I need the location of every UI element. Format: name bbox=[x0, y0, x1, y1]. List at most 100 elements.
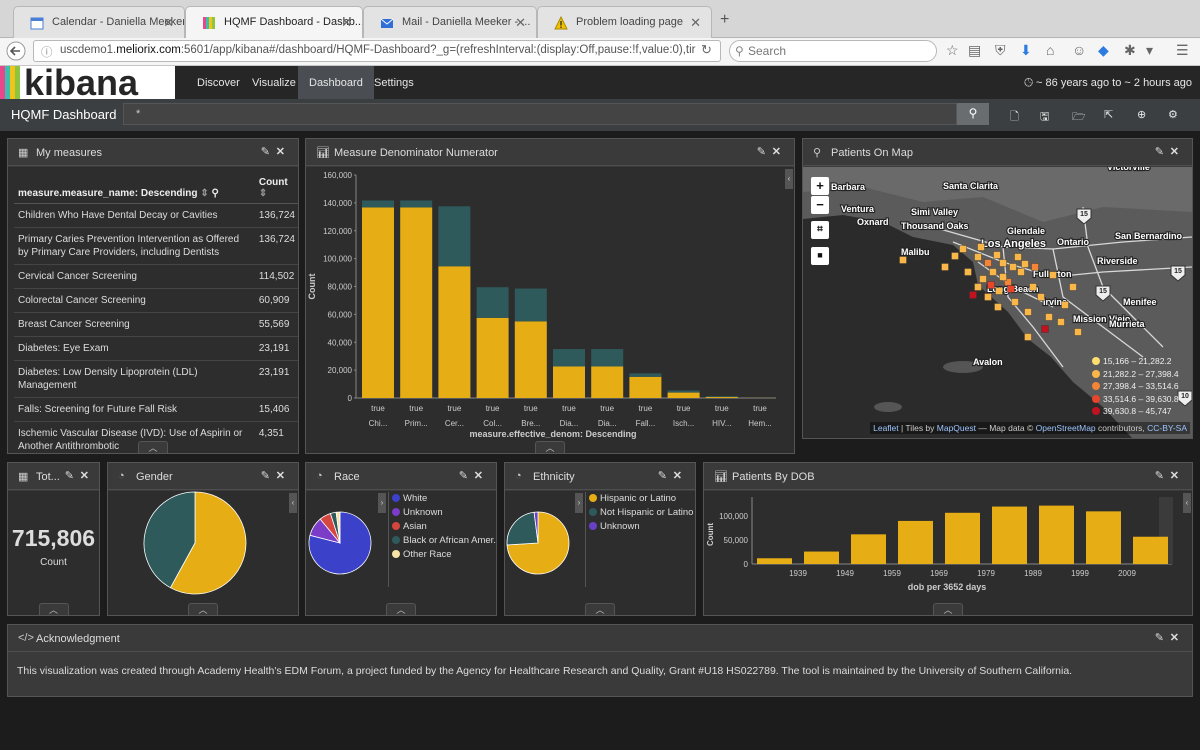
smiley-icon[interactable]: ☺ bbox=[1072, 42, 1087, 58]
search-input[interactable]: ⚲ Search bbox=[729, 40, 937, 62]
legend-toggle-icon[interactable]: ‹ bbox=[289, 493, 297, 513]
chevron-up-icon[interactable]: ︿ bbox=[933, 603, 963, 615]
legend-item[interactable]: 27,398.4 – 33,514.6 bbox=[1092, 380, 1179, 393]
license-link[interactable]: CC-BY-SA bbox=[1147, 423, 1187, 433]
table-row[interactable]: Diabetes: Low Density Lipoprotein (LDL) … bbox=[14, 360, 298, 398]
column-header-count[interactable]: Count ⇕ bbox=[254, 173, 298, 204]
legend-item[interactable]: Hispanic or Latino bbox=[589, 492, 693, 506]
legend-item[interactable]: Unknown bbox=[589, 520, 693, 534]
table-row[interactable]: Diabetes: Eye Exam 23,191 bbox=[14, 336, 298, 361]
chevron-down-icon[interactable]: ▾ bbox=[1146, 42, 1154, 58]
save-icon[interactable]: 🖫︎ bbox=[1040, 111, 1050, 123]
table-row[interactable]: Children Who Have Dental Decay or Caviti… bbox=[14, 203, 298, 228]
pencil-icon[interactable]: ✎ bbox=[756, 146, 766, 158]
legend-item[interactable]: Other Race bbox=[392, 548, 496, 562]
chevron-up-icon[interactable]: ︿ bbox=[188, 603, 218, 615]
tab-calendar[interactable]: Calendar - Daniella Meeker - ... ✕ bbox=[13, 6, 185, 38]
zoom-out-button[interactable]: − bbox=[811, 196, 829, 214]
legend-toggle-icon[interactable]: › bbox=[575, 493, 583, 513]
kibana-logo[interactable]: kibana bbox=[0, 66, 175, 99]
chevron-up-icon[interactable]: ︿ bbox=[386, 603, 416, 615]
zoom-in-button[interactable]: + bbox=[811, 177, 829, 195]
legend-toggle-icon[interactable]: ‹ bbox=[785, 169, 793, 189]
query-input[interactable]: * bbox=[123, 103, 957, 125]
nav-discover[interactable]: Discover bbox=[197, 77, 240, 89]
pencil-icon[interactable]: ✎ bbox=[260, 146, 270, 158]
table-row[interactable]: Primary Caries Prevention Intervention a… bbox=[14, 227, 298, 265]
table-row[interactable]: Colorectal Cancer Screening 60,909 bbox=[14, 288, 298, 313]
bookmark-star-icon[interactable]: ☆ bbox=[946, 42, 959, 58]
reload-icon[interactable]: ↻ bbox=[701, 42, 712, 57]
legend-toggle-icon[interactable]: ‹ bbox=[1183, 493, 1191, 513]
pocket-icon[interactable]: ◆ bbox=[1098, 42, 1109, 58]
table-row[interactable]: Falls: Screening for Future Fall Risk 15,… bbox=[14, 397, 298, 422]
osm-link[interactable]: OpenStreetMap bbox=[1035, 423, 1096, 433]
close-icon[interactable]: ✕ bbox=[1169, 470, 1179, 482]
gear-icon[interactable]: ⚙ bbox=[1168, 109, 1178, 121]
nav-dashboard[interactable]: Dashboard bbox=[298, 66, 374, 99]
legend-item[interactable]: Unknown bbox=[392, 506, 496, 520]
share-icon[interactable]: ⇱ bbox=[1104, 109, 1114, 121]
search-button[interactable]: ⚲ bbox=[957, 103, 989, 125]
legend-item[interactable]: 21,282.2 – 27,398.4 bbox=[1092, 368, 1179, 381]
mapquest-link[interactable]: MapQuest bbox=[936, 423, 976, 433]
leaflet-link[interactable]: Leaflet bbox=[873, 423, 899, 433]
menu-icon[interactable]: ☰ bbox=[1176, 42, 1189, 58]
crop-icon[interactable]: ⌗ bbox=[811, 221, 829, 239]
chevron-up-icon[interactable]: ︿ bbox=[535, 441, 565, 453]
pencil-icon[interactable]: ✎ bbox=[657, 470, 667, 482]
tab-problem-loading[interactable]: Problem loading page ✕ bbox=[537, 6, 712, 38]
download-icon[interactable]: ⬇ bbox=[1020, 42, 1032, 58]
search-icon[interactable]: ⚲ bbox=[211, 188, 219, 199]
sort-icon[interactable]: ⇕ bbox=[258, 188, 268, 199]
draw-rectangle-icon[interactable]: ■ bbox=[811, 247, 829, 265]
shield-icon[interactable]: ⛨ bbox=[995, 42, 1006, 58]
pencil-icon[interactable]: ✎ bbox=[1154, 146, 1164, 158]
legend-item[interactable]: Asian bbox=[392, 520, 496, 534]
url-bar[interactable]: ⓘ uscdemo1.meliorix.com:5601/app/kibana#… bbox=[33, 40, 721, 62]
chevron-up-icon[interactable]: ︿ bbox=[38, 603, 69, 615]
add-panel-icon[interactable]: ⊕ bbox=[1137, 109, 1147, 121]
close-icon[interactable]: ✕ bbox=[341, 15, 352, 30]
legend-item[interactable]: White bbox=[392, 492, 496, 506]
reading-list-icon[interactable]: ▤ bbox=[968, 42, 982, 58]
table-row[interactable]: Breast Cancer Screening 55,569 bbox=[14, 312, 298, 337]
close-icon[interactable]: ✕ bbox=[690, 15, 701, 30]
legend-item[interactable]: 15,166 – 21,282.2 bbox=[1092, 355, 1179, 368]
nav-visualize[interactable]: Visualize bbox=[252, 77, 296, 89]
close-icon[interactable]: ✕ bbox=[79, 470, 89, 482]
legend-item[interactable]: Black or African Amer... bbox=[392, 534, 496, 548]
open-folder-icon[interactable]: 🗁︎ bbox=[1072, 111, 1086, 123]
sort-icon[interactable]: ⇕ bbox=[200, 188, 209, 199]
close-icon[interactable]: ✕ bbox=[515, 15, 526, 30]
pencil-icon[interactable]: ✎ bbox=[1154, 632, 1164, 644]
pencil-icon[interactable]: ✎ bbox=[1154, 470, 1164, 482]
close-icon[interactable]: ✕ bbox=[473, 470, 483, 482]
info-icon[interactable]: ⓘ bbox=[41, 47, 53, 59]
close-icon[interactable]: ✕ bbox=[275, 470, 285, 482]
new-dashboard-icon[interactable]: 🗋︎ bbox=[1010, 111, 1019, 123]
new-tab-icon[interactable]: + bbox=[720, 11, 730, 28]
nav-settings[interactable]: Settings bbox=[374, 77, 414, 89]
home-icon[interactable]: ⌂ bbox=[1046, 42, 1055, 58]
pencil-icon[interactable]: ✎ bbox=[458, 470, 468, 482]
time-picker[interactable]: 🕒︎ ~ 86 years ago to ~ 2 hours ago bbox=[1024, 77, 1192, 90]
close-icon[interactable]: ✕ bbox=[275, 146, 285, 158]
tab-hqmf-dashboard[interactable]: HQMF Dashboard - Dashb... ✕ bbox=[185, 6, 363, 39]
pencil-icon[interactable]: ✎ bbox=[64, 470, 74, 482]
tab-mail[interactable]: Mail - Daniella Meeker - ... ✕ bbox=[363, 6, 537, 38]
legend-item[interactable]: Not Hispanic or Latino bbox=[589, 506, 693, 520]
back-icon[interactable] bbox=[6, 41, 26, 65]
chevron-up-icon[interactable]: ︿ bbox=[585, 603, 615, 615]
column-header-name[interactable]: measure.measure_name: Descending ⇕ ⚲ bbox=[14, 173, 255, 204]
close-icon[interactable]: ✕ bbox=[163, 15, 174, 30]
pencil-icon[interactable]: ✎ bbox=[260, 470, 270, 482]
chevron-up-icon[interactable]: ︿ bbox=[138, 441, 168, 453]
legend-item[interactable]: 33,514.6 – 39,630.8 bbox=[1092, 393, 1179, 406]
close-icon[interactable]: ✕ bbox=[771, 146, 781, 158]
close-icon[interactable]: ✕ bbox=[1169, 632, 1179, 644]
table-row[interactable]: Ischemic Vascular Disease (IVD): Use of … bbox=[14, 421, 298, 453]
close-icon[interactable]: ✕ bbox=[1169, 146, 1179, 158]
close-icon[interactable]: ✕ bbox=[672, 470, 682, 482]
extension-icon[interactable]: ✱ bbox=[1124, 42, 1136, 58]
